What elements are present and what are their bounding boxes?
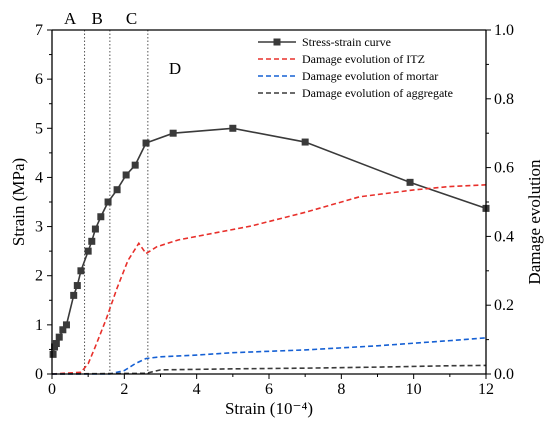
y-tick-label: 2 <box>35 268 43 285</box>
region-label-a: A <box>64 9 77 28</box>
legend-label-damage-evolution-of-aggregate: Damage evolution of aggregate <box>302 86 453 100</box>
data-point-stress-strain <box>301 138 309 146</box>
data-point-stress-strain <box>229 124 237 132</box>
data-point-stress-strain <box>55 333 63 341</box>
data-point-stress-strain <box>49 350 57 358</box>
data-point-stress-strain <box>62 321 70 329</box>
x-tick-label: 12 <box>478 381 494 398</box>
region-label-c: C <box>126 9 137 28</box>
x-axis-title: Strain (10⁻⁴) <box>225 399 313 418</box>
x-tick-label: 0 <box>48 381 56 398</box>
y2-tick-label: 0.4 <box>494 228 514 245</box>
y2-tick-label: 0.0 <box>494 366 514 383</box>
y2-tick-label: 0.8 <box>494 91 514 108</box>
series-line-damage-evolution-of-itz <box>51 184 487 375</box>
x-tick-label: 10 <box>406 381 422 398</box>
data-point-stress-strain <box>84 247 92 255</box>
y-tick-label: 0 <box>35 366 43 383</box>
y2-tick-label: 1.0 <box>494 22 514 39</box>
y-tick-label: 7 <box>35 22 43 39</box>
y-tick-label: 3 <box>35 219 43 236</box>
legend-label-damage-evolution-of-mortar: Damage evolution of mortar <box>302 69 438 83</box>
y-tick-label: 6 <box>35 71 43 88</box>
y2-tick-label: 0.6 <box>494 160 514 177</box>
data-point-stress-strain <box>77 267 85 275</box>
legend-label-stress-strain-curve: Stress-strain curve <box>302 35 391 49</box>
legend-marker-stress-strain-curve <box>273 38 281 46</box>
data-point-stress-strain <box>406 178 414 186</box>
x-tick-label: 4 <box>193 381 201 398</box>
data-point-stress-strain <box>97 213 105 221</box>
data-point-stress-strain <box>104 198 112 206</box>
data-point-stress-strain <box>122 171 130 179</box>
y2-axis-title: Damage evolution <box>525 159 544 285</box>
y-tick-label: 1 <box>35 317 43 334</box>
data-point-stress-strain <box>88 237 96 245</box>
data-point-stress-strain <box>59 326 67 334</box>
y2-tick-label: 0.2 <box>494 297 514 314</box>
region-label-d: D <box>169 59 181 78</box>
series-line-damage-evolution-of-mortar <box>52 337 487 375</box>
data-point-stress-strain <box>52 340 60 348</box>
y-tick-label: 4 <box>35 169 43 186</box>
data-point-stress-strain <box>113 186 121 194</box>
y-axis-title: Strain (MPa) <box>9 158 28 246</box>
data-point-stress-strain <box>169 129 177 137</box>
series-line-stress-strain-curve <box>52 127 487 355</box>
region-label-b: B <box>92 9 103 28</box>
x-tick-label: 2 <box>120 381 128 398</box>
data-point-stress-strain <box>91 225 99 233</box>
data-point-stress-strain <box>73 282 81 290</box>
data-point-stress-strain <box>70 291 78 299</box>
y-tick-label: 5 <box>35 120 43 137</box>
legend-label-damage-evolution-of-itz: Damage evolution of ITZ <box>302 52 425 66</box>
data-point-stress-strain <box>131 161 139 169</box>
series-line-damage-evolution-of-aggregate <box>51 364 487 375</box>
x-tick-label: 8 <box>337 381 345 398</box>
data-point-stress-strain <box>142 139 150 147</box>
x-tick-label: 6 <box>265 381 273 398</box>
